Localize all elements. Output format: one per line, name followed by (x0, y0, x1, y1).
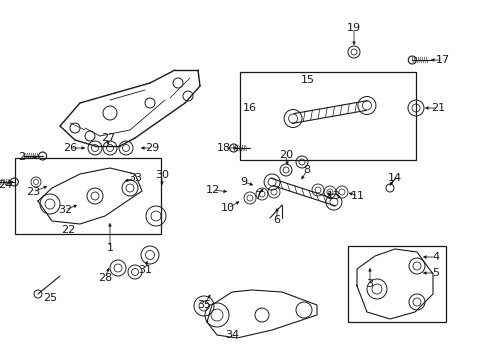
Text: 26: 26 (63, 143, 77, 153)
Text: 7: 7 (254, 191, 261, 201)
Text: 16: 16 (243, 103, 257, 113)
Text: 5: 5 (431, 268, 439, 278)
Text: 10: 10 (221, 203, 235, 213)
Text: 12: 12 (205, 185, 220, 195)
Text: 31: 31 (138, 265, 152, 275)
Text: 20: 20 (278, 150, 292, 160)
Text: 32: 32 (58, 205, 72, 215)
Text: 4: 4 (431, 252, 439, 262)
Text: 35: 35 (197, 300, 210, 310)
Bar (15, 158, 161, 234)
Bar (240, 72, 415, 160)
Text: 15: 15 (301, 75, 314, 85)
Text: 34: 34 (224, 330, 239, 340)
Text: 18: 18 (217, 143, 231, 153)
Bar (347, 246, 445, 322)
Text: 30: 30 (155, 170, 169, 180)
Text: 25: 25 (43, 293, 57, 303)
Text: 27: 27 (101, 133, 115, 143)
Text: 19: 19 (346, 23, 360, 33)
Text: 28: 28 (98, 273, 112, 283)
Text: 9: 9 (240, 177, 247, 187)
Text: 6: 6 (273, 215, 280, 225)
Text: 29: 29 (144, 143, 159, 153)
Text: 14: 14 (387, 173, 401, 183)
Text: 22: 22 (61, 225, 75, 235)
Text: 21: 21 (430, 103, 444, 113)
Text: 3: 3 (366, 279, 373, 289)
Text: 33: 33 (128, 173, 142, 183)
Text: 11: 11 (350, 191, 364, 201)
Text: 17: 17 (435, 55, 449, 65)
Text: 1: 1 (106, 243, 113, 253)
Text: 8: 8 (303, 165, 310, 175)
Text: 13: 13 (326, 191, 340, 201)
Text: 23: 23 (26, 187, 40, 197)
Text: 24: 24 (0, 180, 12, 190)
Text: 2: 2 (19, 152, 25, 162)
